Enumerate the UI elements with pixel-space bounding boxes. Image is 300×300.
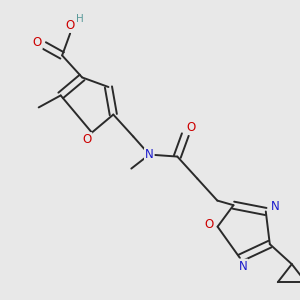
Text: N: N xyxy=(145,148,154,161)
Text: O: O xyxy=(32,36,42,49)
Text: H: H xyxy=(76,14,84,24)
Text: O: O xyxy=(187,121,196,134)
Text: O: O xyxy=(82,133,92,146)
Text: O: O xyxy=(204,218,213,231)
Text: N: N xyxy=(238,260,247,273)
Text: O: O xyxy=(65,19,75,32)
Text: N: N xyxy=(270,200,279,213)
